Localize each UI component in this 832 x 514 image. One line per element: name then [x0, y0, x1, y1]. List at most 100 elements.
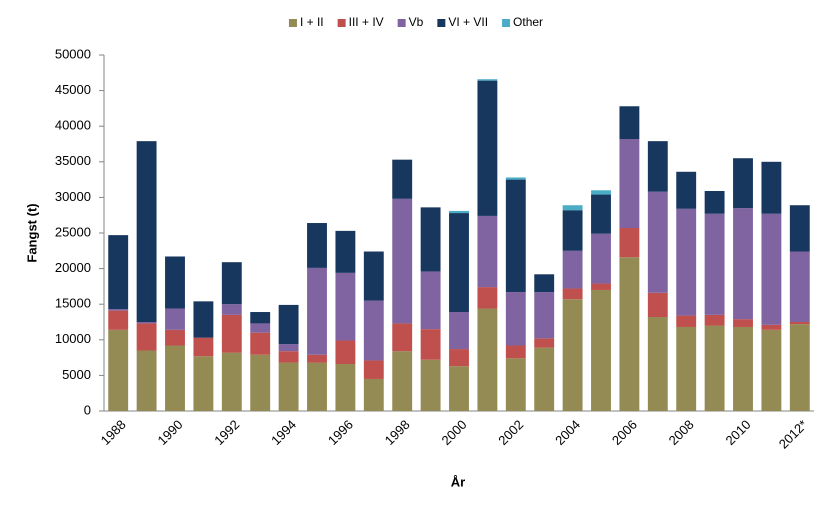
- bar-segment: [335, 364, 356, 411]
- bar-segment: [193, 301, 214, 338]
- bar-segment: [335, 340, 356, 365]
- bar-segment: [591, 233, 611, 284]
- bar-segment: [505, 179, 526, 293]
- bar-segment: [449, 213, 469, 313]
- x-tick-label: 2004: [552, 417, 583, 448]
- bar-segment: [363, 360, 384, 379]
- bar-segment: [108, 329, 129, 411]
- legend-label: Vb: [409, 15, 424, 29]
- bar-segment: [789, 322, 810, 325]
- legend-item: I + II: [288, 15, 324, 29]
- y-tick-label: 0: [84, 402, 91, 417]
- bar-segment: [505, 177, 526, 180]
- bar-segment: [136, 141, 157, 322]
- bar-segment: [420, 359, 441, 411]
- bar-segment: [647, 191, 668, 293]
- legend-swatch: [502, 19, 511, 27]
- legend-item: VI + VII: [437, 15, 488, 29]
- bar-segment: [449, 210, 469, 214]
- x-tick-label: 1990: [154, 417, 185, 448]
- bar-segment: [477, 80, 498, 216]
- bar-segment: [250, 332, 271, 355]
- bar-segment: [733, 326, 753, 411]
- y-axis-label: Fangst (t): [24, 203, 39, 262]
- x-tick-label: 2000: [438, 417, 469, 448]
- bar-segment: [221, 304, 242, 315]
- legend: I + II III + IV Vb VI + VII Other: [288, 15, 543, 29]
- bar-segment: [789, 205, 810, 252]
- bar-segment: [420, 271, 441, 330]
- bar-segment: [562, 250, 583, 289]
- bar-segment: [733, 208, 753, 320]
- bar-segment: [647, 317, 668, 411]
- y-tick-label: 5000: [62, 367, 91, 382]
- bar-segment: [477, 308, 498, 411]
- bar-segment: [250, 354, 271, 411]
- bar-segment: [165, 329, 185, 346]
- legend-item: III + IV: [337, 15, 384, 29]
- bar-segment: [534, 274, 555, 293]
- bar-segment: [307, 362, 327, 411]
- bar-segment: [619, 228, 640, 258]
- bar-segment: [250, 323, 271, 333]
- bar-segment: [534, 292, 555, 339]
- bar-segment: [676, 326, 697, 411]
- bar-segment: [278, 344, 299, 352]
- legend-label: Other: [513, 15, 543, 29]
- bar-segment: [136, 350, 157, 411]
- y-tick-label: 15000: [55, 296, 91, 311]
- bar-segment: [591, 283, 611, 290]
- legend-swatch: [397, 19, 406, 27]
- bar-segment: [278, 362, 299, 411]
- x-tick-label: 1996: [325, 417, 356, 448]
- x-tick-label: 1992: [211, 417, 242, 448]
- bar-segment: [392, 159, 413, 199]
- bar-segment: [534, 338, 555, 348]
- bar-segment: [505, 292, 526, 346]
- bar-segment: [420, 329, 441, 360]
- y-tick-label: 30000: [55, 189, 91, 204]
- bar-segment: [108, 235, 129, 310]
- bar-segment: [449, 349, 469, 367]
- bar-segment: [363, 300, 384, 361]
- bar-segment: [704, 213, 725, 315]
- bar-segment: [108, 309, 129, 311]
- bar-segment: [562, 210, 583, 251]
- bar-segment: [335, 230, 356, 273]
- bar-segment: [278, 304, 299, 345]
- bar-segment: [505, 358, 526, 411]
- bar-segment: [363, 378, 384, 411]
- x-tick-label: 2010: [722, 417, 753, 448]
- bar-segment: [591, 289, 611, 411]
- x-tick-label: 1988: [98, 417, 129, 448]
- y-tick-label: 40000: [55, 118, 91, 133]
- bar-segment: [676, 171, 697, 209]
- bar-segment: [221, 314, 242, 353]
- y-tick-label: 50000: [55, 46, 91, 61]
- bar-segment: [335, 272, 356, 341]
- bar-segment: [761, 329, 782, 411]
- bar-segment: [363, 251, 384, 301]
- bar-segment: [278, 351, 299, 363]
- bar-segment: [392, 198, 413, 324]
- y-tick-label: 10000: [55, 331, 91, 346]
- bar-segment: [647, 292, 668, 318]
- bar-segment: [647, 141, 668, 192]
- bar-segment: [562, 288, 583, 300]
- y-tick-label: 35000: [55, 153, 91, 168]
- bar-segment: [562, 205, 583, 211]
- bar-segment: [733, 158, 753, 209]
- x-tick-label: 2008: [666, 417, 697, 448]
- bar-segment: [193, 337, 214, 357]
- bar-segment: [165, 345, 185, 411]
- bar-segment: [193, 356, 214, 411]
- x-tick-label: 2006: [609, 417, 640, 448]
- bar-segment: [477, 287, 498, 309]
- bar-segment: [562, 299, 583, 411]
- x-axis-label: År: [451, 474, 465, 489]
- bar-segment: [619, 257, 640, 411]
- bar-segment: [392, 323, 413, 352]
- bar-segment: [505, 345, 526, 359]
- bar-segment: [733, 319, 753, 327]
